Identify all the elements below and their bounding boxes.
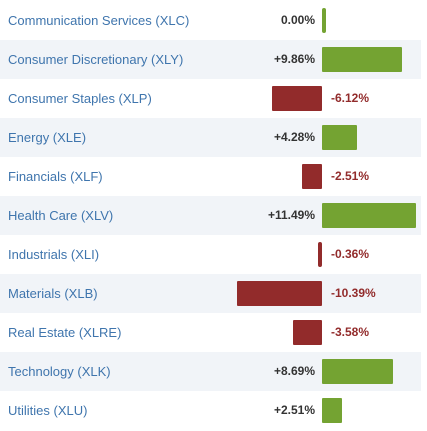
sector-label-link[interactable]: Health Care (XLV)	[8, 208, 114, 223]
gain-bar	[322, 47, 403, 72]
sector-row: Health Care (XLV) +11.49%	[0, 196, 421, 235]
gain-bar	[322, 203, 416, 228]
loss-bar	[318, 242, 322, 267]
loss-bar	[301, 164, 322, 189]
change-percent: +11.49%	[267, 208, 315, 222]
change-percent: +9.86%	[273, 52, 315, 66]
sector-label-link[interactable]: Real Estate (XLRE)	[8, 325, 122, 340]
loss-bar	[292, 320, 322, 345]
change-percent: -2.51%	[331, 169, 370, 183]
sector-label-link[interactable]: Consumer Discretionary (XLY)	[8, 52, 184, 67]
change-percent: +4.28%	[273, 130, 315, 144]
sector-row: Real Estate (XLRE) -3.58%	[0, 313, 421, 352]
sector-label-link[interactable]: Financials (XLF)	[8, 169, 103, 184]
change-percent: 0.00%	[280, 13, 315, 27]
sector-label-link[interactable]: Utilities (XLU)	[8, 403, 88, 418]
loss-bar	[237, 281, 322, 306]
sector-label-link[interactable]: Communication Services (XLC)	[8, 13, 190, 28]
gain-bar	[322, 125, 357, 150]
change-percent: -3.58%	[331, 325, 370, 339]
sector-row: Communication Services (XLC) 0.00%	[0, 1, 421, 40]
gain-bar	[322, 398, 343, 423]
loss-bar	[272, 86, 322, 111]
change-percent: -6.12%	[331, 91, 370, 105]
sector-row: Materials (XLB) -10.39%	[0, 274, 421, 313]
sector-label-link[interactable]: Energy (XLE)	[8, 130, 87, 145]
sector-row: Technology (XLK) +8.69%	[0, 352, 421, 391]
sector-row: Utilities (XLU) +2.51%	[0, 391, 421, 430]
sector-row: Financials (XLF) -2.51%	[0, 157, 421, 196]
sector-row: Consumer Staples (XLP) -6.12%	[0, 79, 421, 118]
sector-row: Energy (XLE) +4.28%	[0, 118, 421, 157]
gain-bar	[322, 359, 393, 384]
change-percent: -0.36%	[331, 247, 370, 261]
sector-row: Industrials (XLI) -0.36%	[0, 235, 421, 274]
change-percent: +2.51%	[273, 403, 315, 417]
change-percent: -10.39%	[331, 286, 376, 300]
sector-label-link[interactable]: Materials (XLB)	[8, 286, 98, 301]
gain-bar	[322, 8, 326, 33]
sector-row: Consumer Discretionary (XLY) +9.86%	[0, 40, 421, 79]
change-percent: +8.69%	[273, 364, 315, 378]
sector-label-link[interactable]: Consumer Staples (XLP)	[8, 91, 152, 106]
sector-label-link[interactable]: Industrials (XLI)	[8, 247, 100, 262]
sector-label-link[interactable]: Technology (XLK)	[8, 364, 111, 379]
